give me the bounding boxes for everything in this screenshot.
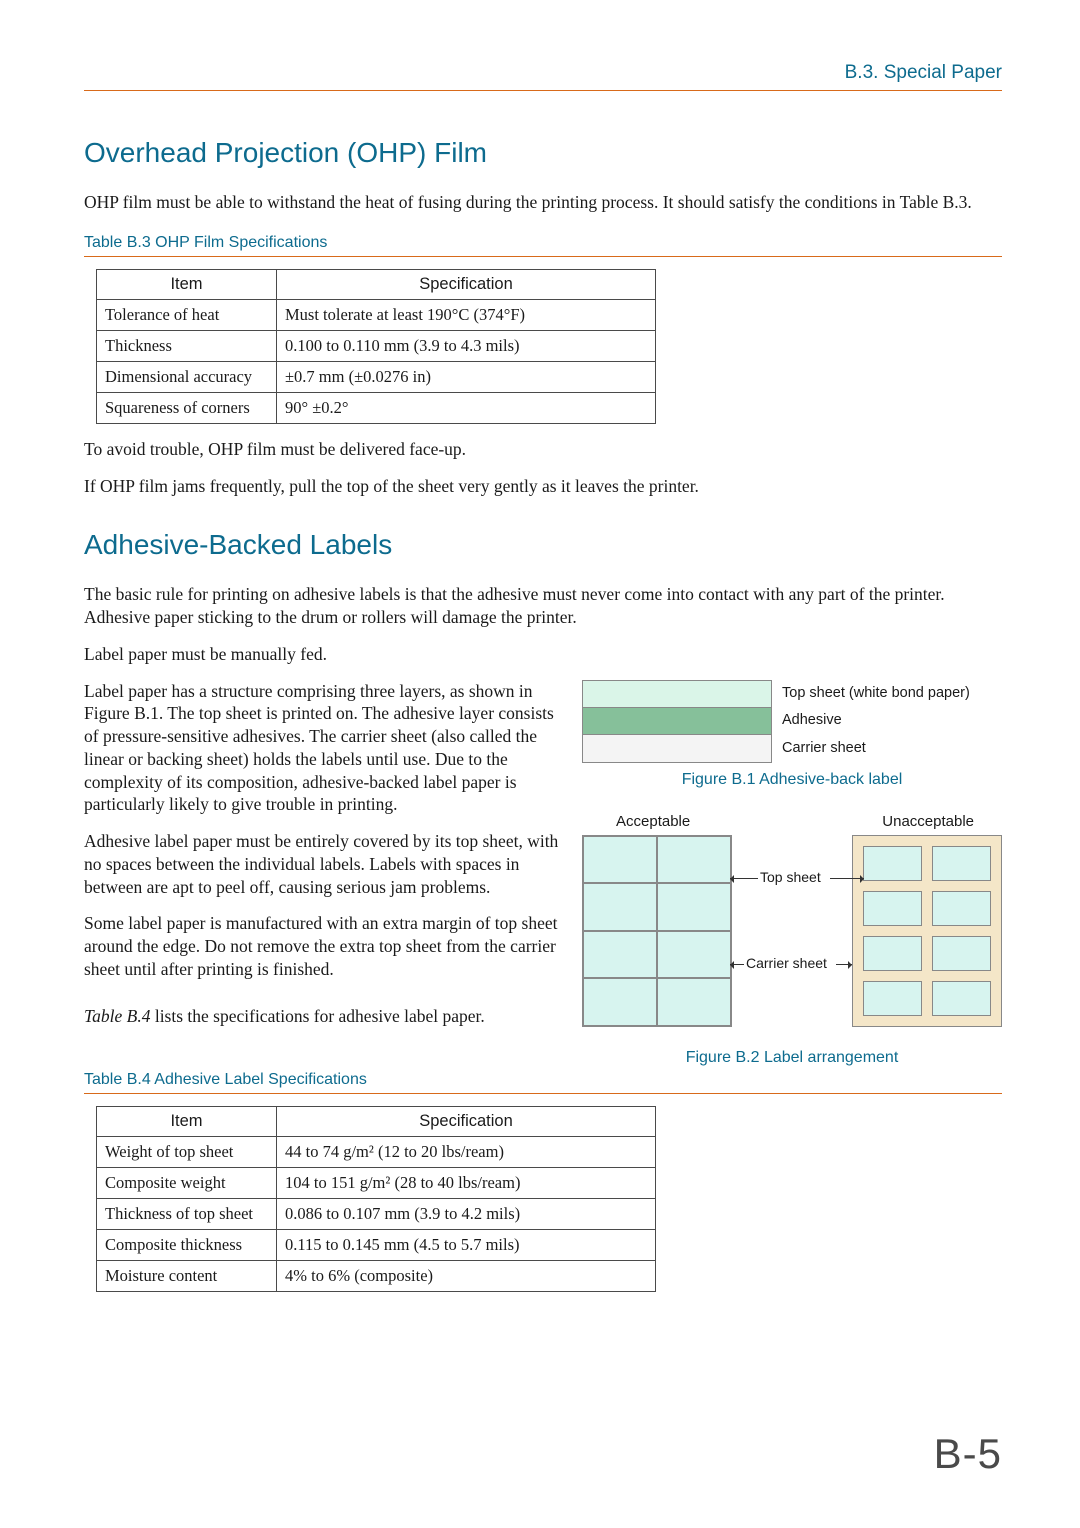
table-row: Composite thickness [97, 1229, 277, 1260]
table-b4: Item Specification Weight of top sheet44… [96, 1106, 656, 1292]
table-row: Thickness of top sheet [97, 1198, 277, 1229]
table-b3-header-item: Item [97, 269, 277, 299]
header-rule [84, 90, 1002, 91]
arrow-carrier-right [836, 964, 852, 965]
table-b4-caption: Table B.4 Adhesive Label Specifications [84, 1071, 1002, 1094]
table-row: 0.100 to 0.110 mm (3.9 to 4.3 mils) [277, 330, 656, 361]
table-b3-caption: Table B.3 OHP Film Specifications [84, 234, 1002, 257]
arrow-top-right [830, 878, 864, 879]
layer-carrier [583, 735, 771, 762]
table-row: Thickness [97, 330, 277, 361]
layer-top-sheet [583, 681, 771, 708]
table-row: Tolerance of heat [97, 299, 277, 330]
label-top-sheet-fig2: Top sheet [760, 869, 821, 885]
arrow-top-left [730, 878, 758, 879]
ohp-intro: OHP film must be able to withstand the h… [84, 191, 1002, 214]
table-row: Must tolerate at least 190°C (374°F) [277, 299, 656, 330]
ohp-note-2: If OHP film jams frequently, pull the to… [84, 475, 1002, 498]
labels-p3: Label paper has a structure comprising t… [84, 680, 560, 817]
label-acceptable: Acceptable [616, 813, 690, 830]
table-row: Moisture content [97, 1260, 277, 1291]
figure-b1: Top sheet (white bond paper) Adhesive Ca… [582, 680, 1002, 763]
label-adhesive: Adhesive [782, 707, 970, 734]
figure-b1-caption: Figure B.1 Adhesive-back label [582, 771, 1002, 789]
figure-b1-layers [582, 680, 772, 763]
table-row: 44 to 74 g/m² (12 to 20 lbs/ream) [277, 1136, 656, 1167]
table-row: 0.086 to 0.107 mm (3.9 to 4.2 mils) [277, 1198, 656, 1229]
table-row: 90° ±0.2° [277, 392, 656, 423]
labels-p4: Adhesive label paper must be entirely co… [84, 830, 560, 898]
table-row: 4% to 6% (composite) [277, 1260, 656, 1291]
figure-b1-labels: Top sheet (white bond paper) Adhesive Ca… [782, 680, 970, 763]
table-row: Squareness of corners [97, 392, 277, 423]
table-row: Weight of top sheet [97, 1136, 277, 1167]
table-row: 0.115 to 0.145 mm (4.5 to 5.7 mils) [277, 1229, 656, 1260]
label-carrier-sheet-fig2: Carrier sheet [746, 955, 827, 971]
table-row: Composite weight [97, 1167, 277, 1198]
table-row: ±0.7 mm (±0.0276 in) [277, 361, 656, 392]
labels-p6: Table B.4 lists the specifications for a… [84, 1005, 560, 1028]
ohp-note-1: To avoid trouble, OHP film must be deliv… [84, 438, 1002, 461]
heading-ohp: Overhead Projection (OHP) Film [84, 137, 1002, 169]
figure-b2-caption: Figure B.2 Label arrangement [582, 1049, 1002, 1067]
table-b3: Item Specification Tolerance of heatMust… [96, 269, 656, 424]
labels-p5: Some label paper is manufactured with an… [84, 912, 560, 980]
arrow-carrier-left [730, 964, 744, 965]
figure-b2: Acceptable Unacceptable Top sheet Carrie… [582, 817, 1002, 1027]
table-b4-header-spec: Specification [277, 1106, 656, 1136]
label-unacceptable: Unacceptable [882, 813, 974, 830]
layer-adhesive [583, 708, 771, 735]
label-top-sheet: Top sheet (white bond paper) [782, 680, 970, 707]
header-section: B.3. Special Paper [84, 62, 1002, 90]
labels-p2: Label paper must be manually fed. [84, 643, 1002, 666]
grid-acceptable [582, 835, 732, 1027]
heading-labels: Adhesive-Backed Labels [84, 529, 1002, 561]
table-b3-header-spec: Specification [277, 269, 656, 299]
labels-p1: The basic rule for printing on adhesive … [84, 583, 1002, 629]
label-carrier: Carrier sheet [782, 735, 970, 762]
page-number: B-5 [84, 1400, 1002, 1478]
table-row: 104 to 151 g/m² (28 to 40 lbs/ream) [277, 1167, 656, 1198]
table-row: Dimensional accuracy [97, 361, 277, 392]
grid-unacceptable [852, 835, 1002, 1027]
table-b4-header-item: Item [97, 1106, 277, 1136]
